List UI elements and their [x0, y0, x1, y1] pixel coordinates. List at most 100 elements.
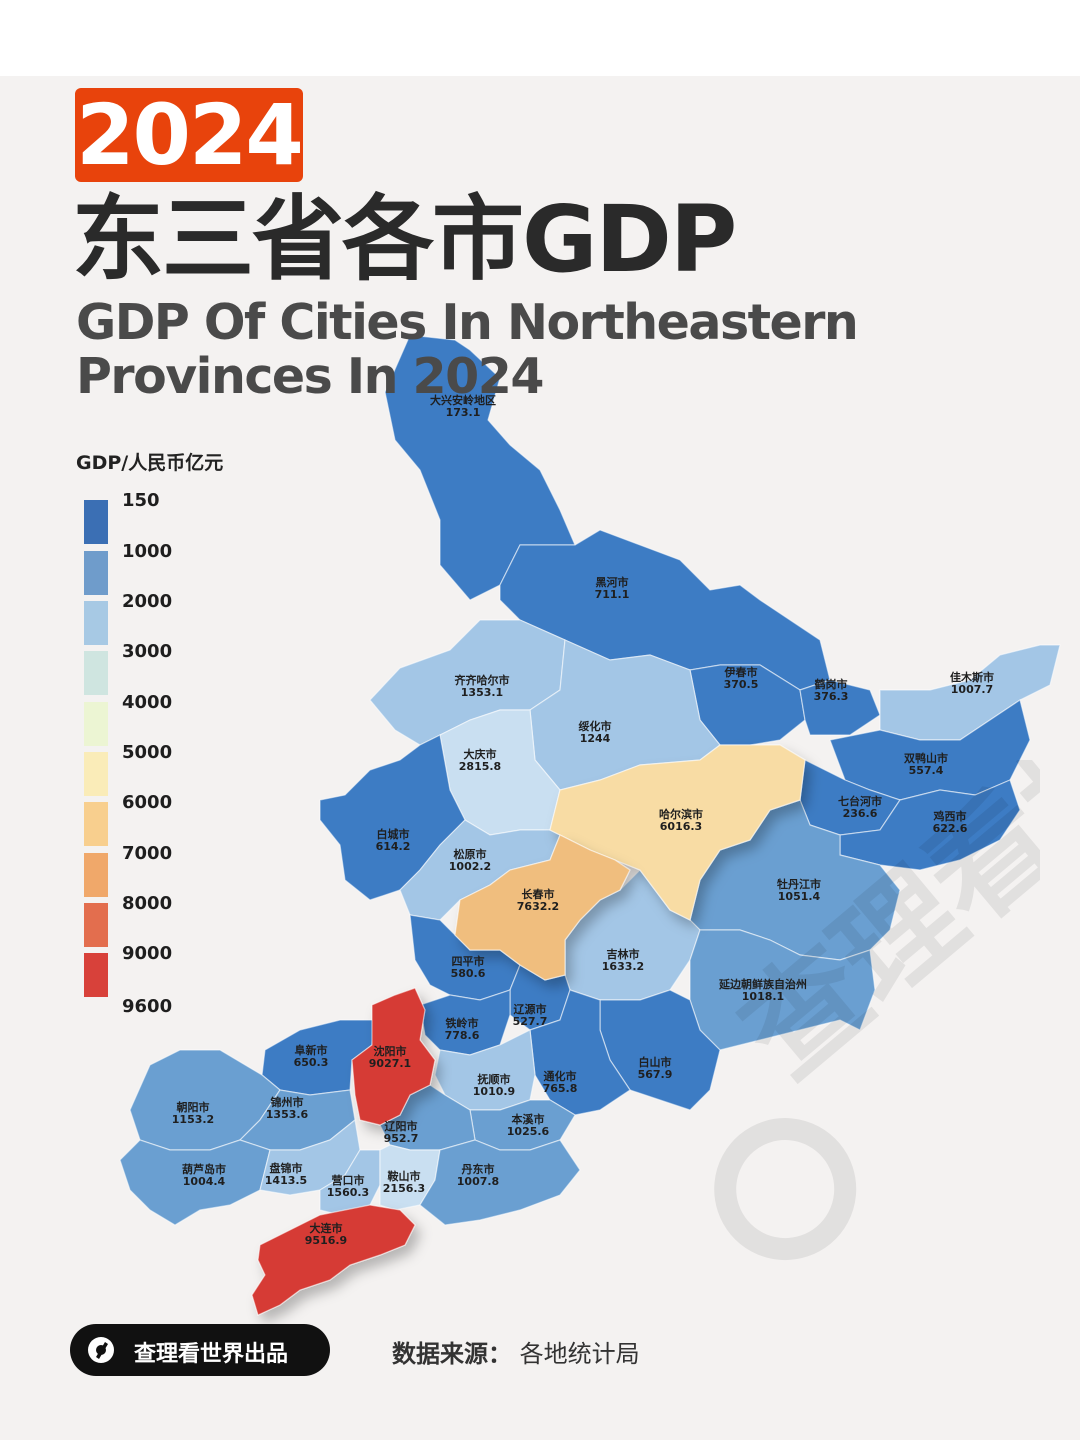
city-value: 1153.2	[172, 1113, 214, 1126]
city-value: 527.7	[513, 1015, 548, 1028]
legend-swatch	[84, 551, 108, 595]
city-name: 鹤岗市	[815, 677, 848, 691]
region-9	[549, 744, 806, 921]
city-name: 齐齐哈尔市	[455, 673, 510, 687]
city-name: 大连市	[310, 1221, 343, 1235]
city-name: 辽源市	[514, 1002, 547, 1016]
city-value: 1633.2	[602, 960, 644, 973]
legend-swatch	[84, 752, 108, 796]
city-value: 1007.7	[951, 683, 993, 696]
city-value: 1413.5	[265, 1174, 307, 1187]
city-value: 9516.9	[305, 1234, 347, 1247]
city-value: 1353.6	[266, 1108, 309, 1121]
city-name: 绥化市	[579, 719, 612, 733]
city-name: 双鸭山市	[904, 751, 948, 765]
city-value: 236.6	[843, 807, 878, 820]
city-name: 盘锦市	[270, 1161, 303, 1175]
city-value: 173.1	[446, 406, 481, 419]
city-name: 白山市	[639, 1055, 672, 1069]
city-name: 丹东市	[462, 1162, 495, 1176]
legend-swatch	[84, 702, 108, 746]
city-value: 2815.8	[459, 760, 501, 773]
city-name: 朝阳市	[177, 1100, 210, 1114]
brand-logo-icon	[88, 1337, 114, 1363]
legend-swatch	[84, 802, 108, 846]
city-value: 1007.8	[457, 1175, 499, 1188]
legend-title: GDP/人民币亿元	[76, 452, 224, 474]
city-value: 6016.3	[660, 820, 702, 833]
city-name: 松原市	[454, 847, 487, 861]
legend-label: 6000	[122, 792, 173, 813]
city-value: 1244	[580, 732, 611, 745]
city-name: 哈尔滨市	[659, 807, 703, 821]
page-subtitle: GDP Of Cities In Northeastern Provinces …	[76, 294, 859, 404]
legend-label: 3000	[122, 641, 173, 662]
legend-label: 2000	[122, 591, 173, 612]
legend-label: 9600	[122, 996, 173, 1017]
city-name: 辽阳市	[385, 1119, 418, 1133]
region-34	[419, 1139, 581, 1226]
city-value: 580.6	[451, 967, 486, 980]
region-4	[799, 679, 881, 736]
city-value: 7632.2	[517, 900, 559, 913]
city-name: 黑河市	[596, 575, 629, 589]
city-value: 1051.4	[778, 890, 821, 903]
legend-swatch	[84, 853, 108, 897]
city-value: 952.7	[384, 1132, 419, 1145]
city-value: 1560.3	[327, 1186, 369, 1199]
city-name: 延边朝鲜族自治州	[718, 977, 807, 991]
city-name: 本溪市	[512, 1112, 545, 1126]
city-value: 1025.6	[507, 1125, 550, 1138]
legend-label: 5000	[122, 742, 173, 763]
legend-swatch	[84, 903, 108, 947]
city-name: 沈阳市	[374, 1044, 407, 1058]
city-value: 376.3	[814, 690, 849, 703]
brand-text: 查理看世界出品	[134, 1342, 289, 1367]
legend-label: 9000	[122, 943, 173, 964]
legend-label: 7000	[122, 843, 173, 864]
city-name: 鞍山市	[388, 1169, 421, 1183]
subtitle-line-1: GDP Of Cities In Northeastern	[76, 294, 859, 351]
region-15	[454, 834, 631, 981]
watermark-logo: 查理看世界	[714, 760, 1040, 1261]
source-value: 各地统计局	[519, 1340, 640, 1368]
city-name: 鸡西市	[933, 809, 967, 823]
page-title: 东三省各市GDP	[72, 186, 737, 293]
svg-text:查理看世界: 查理看世界	[717, 760, 1040, 1105]
city-name: 营口市	[332, 1173, 365, 1187]
legend-swatch	[84, 651, 108, 695]
city-name: 白城市	[377, 827, 410, 841]
legend-label: 8000	[122, 893, 173, 914]
top-strip	[0, 0, 1080, 76]
city-name: 通化市	[544, 1069, 577, 1083]
legend-label: 4000	[122, 692, 173, 713]
city-name: 阜新市	[295, 1043, 328, 1057]
legend-label: 1000	[122, 541, 173, 562]
legend-swatch	[84, 953, 108, 997]
data-source: 数据来源： 各地统计局	[392, 1334, 640, 1369]
city-name: 四平市	[452, 954, 485, 968]
map-regions	[119, 334, 1061, 1316]
